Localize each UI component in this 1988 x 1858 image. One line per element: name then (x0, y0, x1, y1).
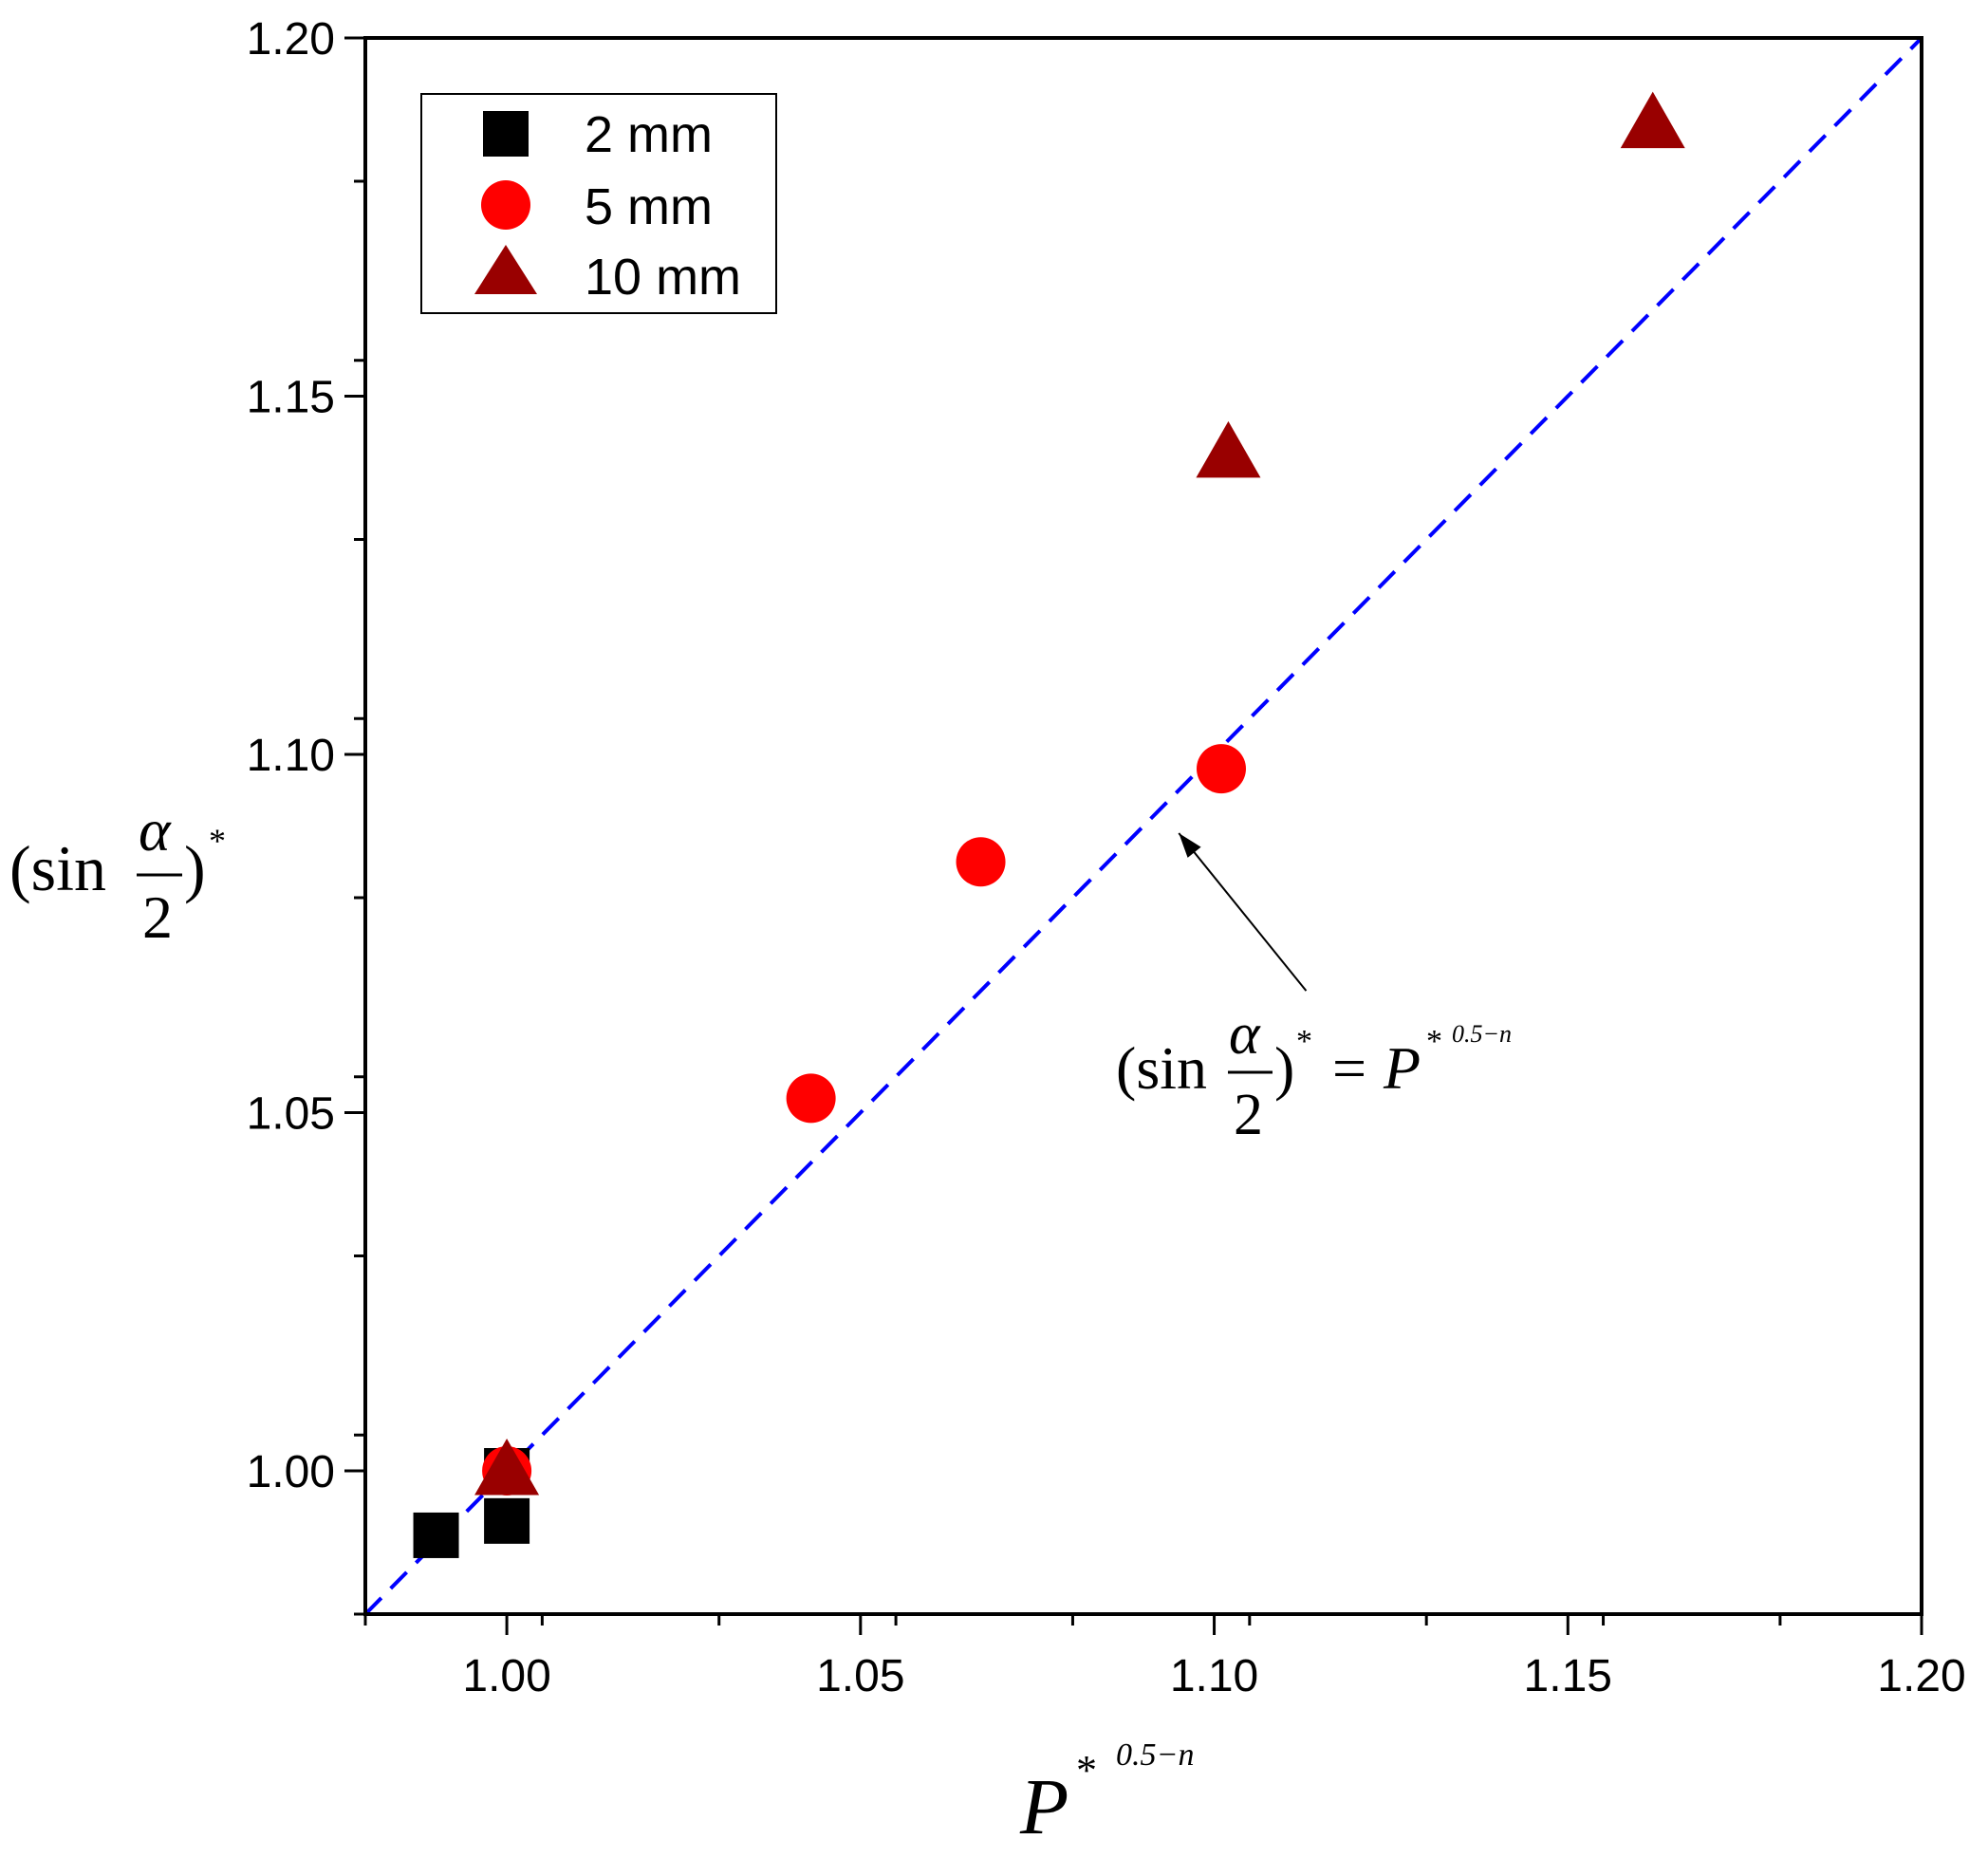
y-tick-label: 1.20 (247, 14, 335, 65)
reference-line-y-equals-x (363, 36, 1923, 1616)
axis-ticks: 1.00 1.05 1.10 1.15 1.20 1.00 1.05 1.10 1.15 1.20 (247, 14, 1966, 1701)
legend-marker-circle (481, 180, 530, 230)
y-label-denominator: 2 (142, 883, 173, 951)
annotation-open: (sin (1116, 1034, 1207, 1102)
marker-triangle-2-2 (1620, 91, 1685, 149)
legend-label-2mm: 2 mm (585, 106, 713, 163)
y-label-star: * (209, 822, 226, 860)
y-axis-label: (sin α 2 ) * (9, 796, 226, 951)
marker-circle-1-2 (956, 837, 1006, 887)
legend-label-5mm: 5 mm (585, 178, 713, 235)
data-markers (413, 91, 1685, 1558)
x-tick-label: 1.20 (1877, 1651, 1965, 1701)
y-label-close: ) (184, 832, 206, 904)
legend-box (420, 93, 777, 314)
annotation-rhs-star: * (1426, 1024, 1442, 1059)
annotation-rhs-exponent: 0.5−n (1452, 1020, 1512, 1048)
legend: 2 mm 5 mm 10 mm (420, 93, 777, 314)
x-label-exponent: 0.5−n (1116, 1737, 1194, 1773)
legend-marker-triangle (474, 245, 537, 294)
y-tick-label: 1.15 (247, 373, 335, 423)
y-tick-label: 1.05 (247, 1089, 335, 1140)
annotation-rhs-base: P (1383, 1034, 1421, 1102)
annotation-arrow-head (1179, 833, 1201, 858)
marker-triangle-2-1 (1196, 420, 1261, 478)
annotation-arrow (1178, 832, 1308, 992)
marker-circle-1-1 (786, 1073, 836, 1124)
legend-marker-square (483, 111, 529, 157)
marker-square-0-0 (413, 1512, 459, 1558)
x-tick-label: 1.15 (1524, 1651, 1612, 1701)
annotation-star: * (1296, 1024, 1312, 1059)
x-axis-label: P * 0.5−n (1019, 1737, 1194, 1851)
marker-circle-1-3 (1197, 744, 1246, 794)
y-tick-label: 1.10 (247, 731, 335, 781)
x-tick-label: 1.05 (816, 1651, 904, 1701)
y-tick-label: 1.00 (247, 1447, 335, 1497)
annotation-close: ) (1274, 1034, 1294, 1102)
x-label-base: P (1019, 1763, 1068, 1851)
x-tick-label: 1.00 (462, 1651, 550, 1701)
marker-triangle-2-0 (474, 1439, 540, 1496)
annotation-numerator: α (1229, 1002, 1261, 1067)
annotation-arrow-line (1178, 832, 1308, 992)
annotation-equals: = (1332, 1034, 1366, 1102)
marker-square-0-1 (484, 1497, 530, 1544)
plot-frame (363, 36, 1923, 1616)
legend-label-10mm: 10 mm (585, 249, 741, 306)
y-label-numerator: α (139, 796, 172, 864)
annotation-formula: (sin α 2 ) * = P * 0.5−n (1116, 1002, 1512, 1147)
annotation-denominator: 2 (1234, 1083, 1263, 1147)
y-label-open: (sin (9, 832, 106, 904)
x-label-star: * (1076, 1747, 1097, 1793)
x-tick-label: 1.10 (1170, 1651, 1258, 1701)
